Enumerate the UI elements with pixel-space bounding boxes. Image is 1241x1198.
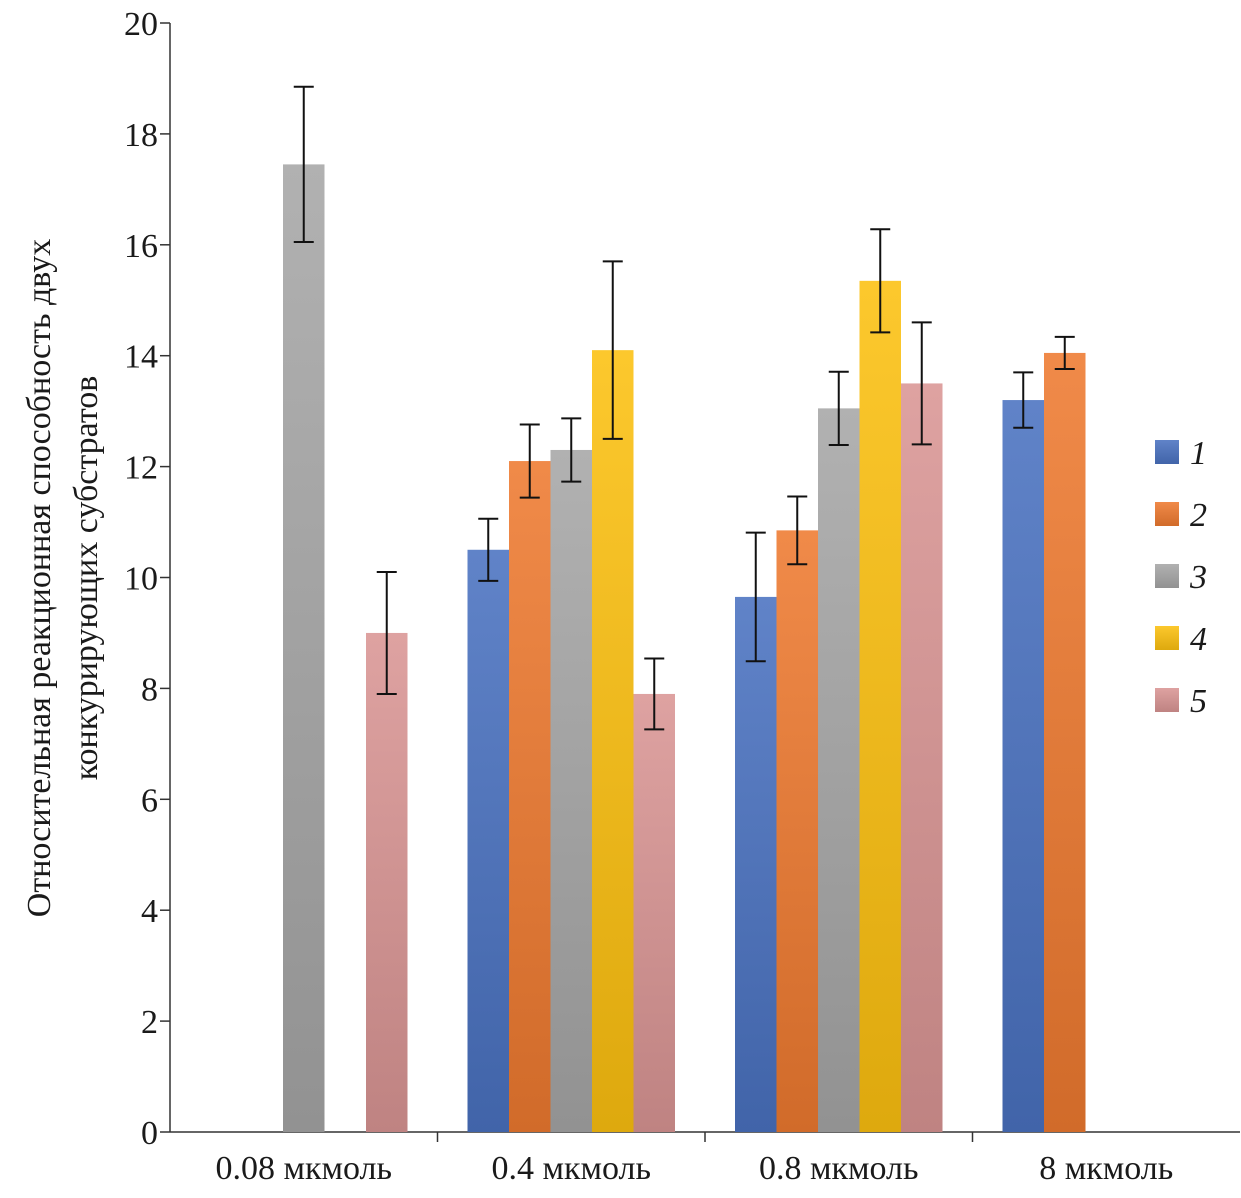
legend-swatch <box>1155 440 1179 464</box>
legend: 1 2 3 4 5 <box>1155 435 1207 720</box>
y-tick-label: 20 <box>124 6 158 43</box>
x-tick-label: 8 мкмоль <box>1039 1150 1173 1187</box>
y-tick-label: 2 <box>141 1004 158 1041</box>
bar-series-2 <box>776 530 818 1132</box>
legend-label: 2 <box>1190 497 1207 534</box>
y-axis-label-line: Относительная реакционная способность дв… <box>21 239 58 917</box>
bar-series-1 <box>467 549 509 1132</box>
y-tick-label: 4 <box>141 893 158 930</box>
y-tick-label: 14 <box>124 339 158 376</box>
legend-swatch <box>1155 626 1179 650</box>
y-tick-label: 8 <box>141 671 158 708</box>
bar-series-1 <box>1002 400 1044 1132</box>
y-tick-label: 12 <box>124 450 158 487</box>
x-tick-label: 0.8 мкмоль <box>759 1150 919 1187</box>
y-tick-label: 10 <box>124 561 158 598</box>
y-tick-label: 18 <box>124 117 158 154</box>
y-axis-label-line: конкурирующих субстратов <box>68 376 105 781</box>
y-tick-label: 16 <box>124 228 158 265</box>
bar-series-4 <box>859 280 901 1132</box>
legend-label: 3 <box>1189 559 1207 596</box>
legend-swatch <box>1155 502 1179 526</box>
legend-label: 4 <box>1190 621 1207 658</box>
bar-series-3 <box>283 164 325 1132</box>
y-tick-label: 6 <box>141 782 158 819</box>
bar-series-5 <box>366 632 408 1132</box>
bar-series-5 <box>901 383 943 1132</box>
y-tick-label: 0 <box>141 1115 158 1152</box>
legend-swatch <box>1155 688 1179 712</box>
legend-swatch <box>1155 564 1179 588</box>
x-tick-label: 0.08 мкмоль <box>215 1150 392 1187</box>
bar-series-3 <box>818 408 860 1132</box>
legend-label: 1 <box>1190 435 1207 472</box>
bar-series-1 <box>735 596 777 1132</box>
bar-series-5 <box>633 693 675 1132</box>
y-axis-label: Относительная реакционная способность дв… <box>21 239 105 917</box>
x-tick-label: 0.4 мкмоль <box>491 1150 651 1187</box>
bar-series-2 <box>509 461 551 1132</box>
bar-series-2 <box>1044 352 1086 1132</box>
bar-series-3 <box>550 449 592 1133</box>
bar-series-4 <box>592 350 634 1132</box>
bars <box>283 85 1086 1133</box>
legend-label: 5 <box>1190 683 1207 720</box>
